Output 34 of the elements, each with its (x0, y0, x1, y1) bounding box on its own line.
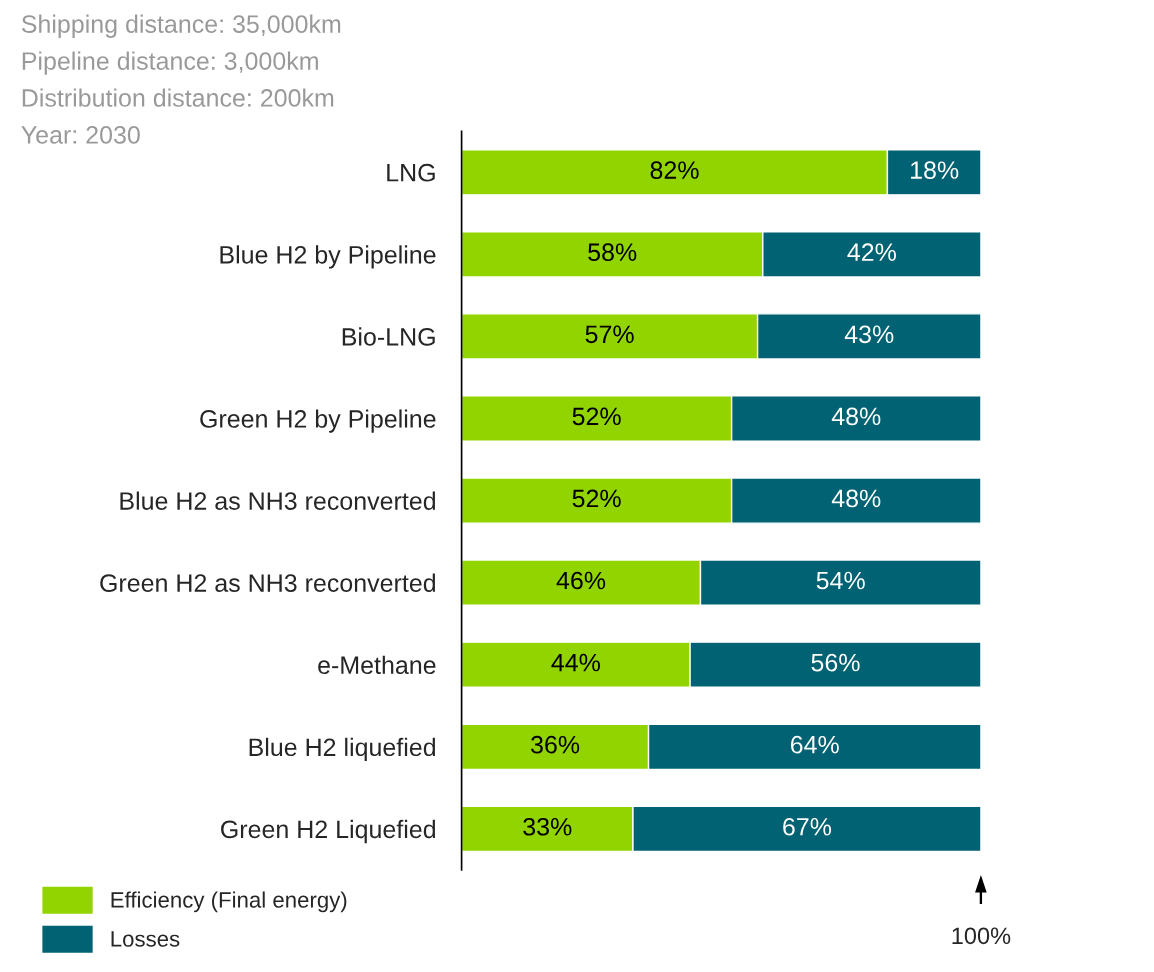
y-tick-label: e-Methane (318, 655, 436, 675)
y-tick-label: Green H2 as NH3 reconverted (100, 573, 436, 592)
data-label: 54% (816, 571, 865, 590)
data-label: 33% (523, 817, 572, 836)
y-tick-label: Blue H2 liquefied (249, 737, 435, 762)
y-tick-label: Bio-LNG (342, 327, 435, 346)
data-label: 36% (531, 735, 580, 754)
data-label: 58% (588, 243, 637, 262)
data-label: 42% (847, 243, 896, 261)
data-label: 57% (585, 325, 634, 344)
legend-label: Losses (111, 931, 180, 947)
data-label: 67% (783, 817, 832, 836)
data-label: 52% (572, 489, 621, 508)
y-tick-label: Blue H2 by Pipeline (220, 245, 436, 269)
data-label: 46% (556, 571, 606, 590)
text: Shipping distance: 35,000km (21, 14, 341, 38)
data-label: 44% (551, 653, 600, 672)
data-label: 56% (811, 653, 860, 672)
data-label: 52% (572, 407, 621, 426)
y-tick-label: Green H2 Liquefied (221, 819, 436, 844)
data-label: 18% (911, 161, 959, 179)
text: Pipeline distance: 3,000km (22, 51, 318, 75)
data-label: 48% (831, 489, 881, 508)
y-tick-label: Blue H2 as NH3 reconverted (120, 491, 436, 510)
data-label: 82% (650, 161, 699, 179)
text: Distribution distance: 200km (22, 88, 334, 107)
legend-label: Efficiency (Final energy) (111, 891, 347, 913)
text: 100% (952, 927, 1011, 945)
text: Year: 2030 (21, 126, 140, 144)
data-label: 64% (790, 735, 839, 754)
y-tick-label: Green H2 by Pipeline (200, 409, 436, 433)
y-tick-label: LNG (387, 163, 435, 182)
data-label: 43% (844, 325, 894, 344)
data-label: 48% (831, 407, 881, 426)
